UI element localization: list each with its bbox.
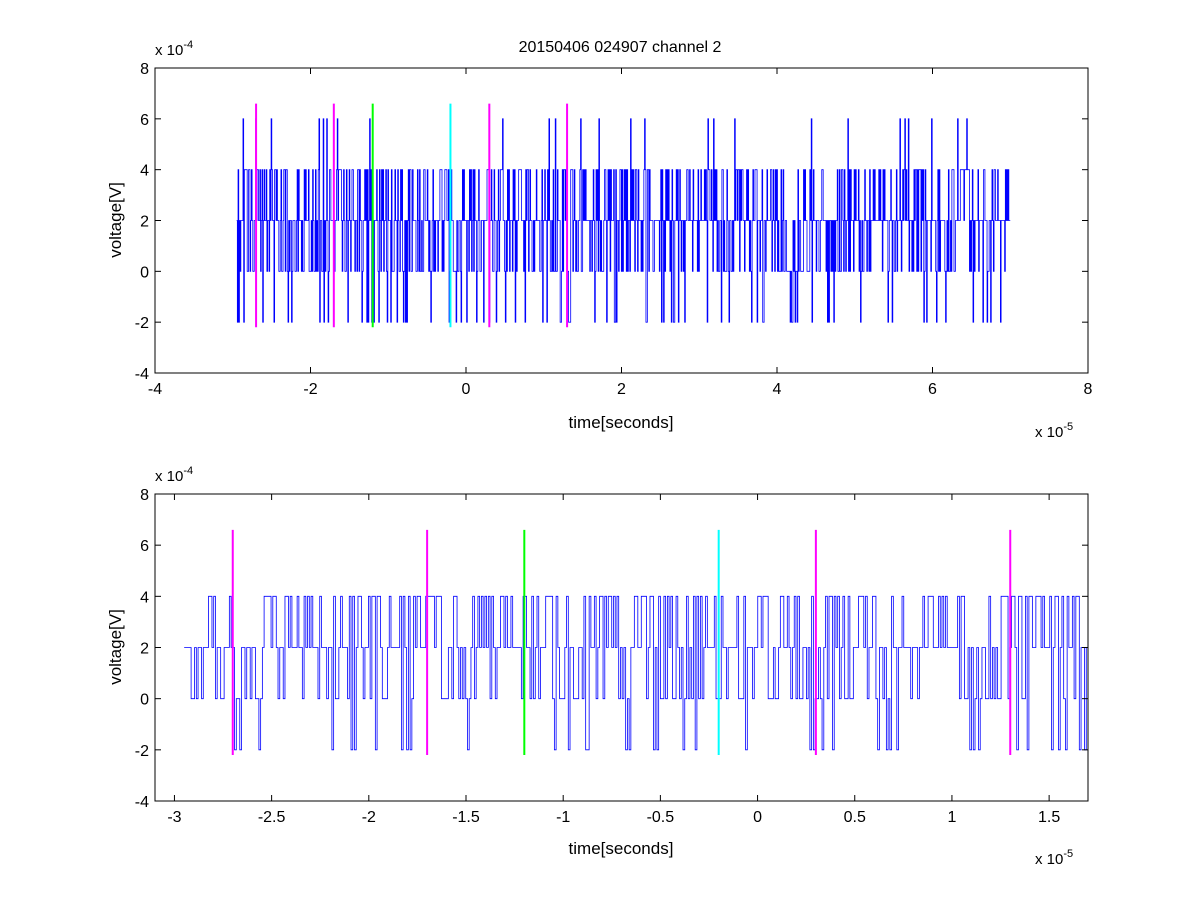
x-tick-label: 2: [617, 381, 626, 398]
x-tick-label: 0.5: [844, 809, 866, 826]
y-exponent-base-bottom: x 10: [155, 468, 183, 485]
y-tick-label: -4: [135, 794, 149, 811]
y-tick-label: -2: [135, 315, 149, 332]
x-ticks-top: -4 -2 0 2 4 6 8: [148, 68, 1093, 398]
x-tick-label: -0.5: [647, 809, 675, 826]
x-tick-label: -2.5: [258, 809, 286, 826]
x-ticks-bottom: -3 -2.5 -2 -1.5 -1 -0.5 0 0.5 1 1.5: [167, 494, 1060, 826]
x-tick-label: -1: [556, 809, 570, 826]
y-tick-label: 0: [140, 264, 149, 281]
x-exponent-label-top: x 10-5: [1035, 421, 1073, 441]
y-exponent-power-top: -4: [183, 39, 193, 51]
x-tick-label: -1.5: [452, 809, 480, 826]
x-exponent-power-top: -5: [1063, 421, 1073, 433]
y-tick-label: 8: [140, 61, 149, 78]
x-tick-label: -2: [303, 381, 317, 398]
figure-title: 20150406 024907 channel 2: [519, 39, 722, 56]
x-exponent-base-bottom: x 10: [1035, 851, 1063, 868]
y-tick-label: 8: [140, 487, 149, 504]
x-exponent-power-bottom: -5: [1063, 848, 1073, 860]
y-tick-label: 4: [140, 163, 149, 180]
x-tick-label: 1: [947, 809, 956, 826]
signal-trace: [184, 595, 1088, 751]
y-ticks-bottom: -4 -2 0 2 4 6 8: [135, 487, 1088, 811]
axes-bottom: -3 -2.5 -2 -1.5 -1 -0.5 0 0.5 1 1.5 -4 -2 0 2 4 6 8 x 1…: [106, 465, 1089, 868]
y-ticks-top: -4 -2 0 2 4 6 8: [135, 61, 1088, 383]
y-exponent-label-top: x 10-4: [155, 39, 193, 59]
y-exponent-power-bottom: -4: [183, 465, 193, 477]
y-tick-label: 6: [140, 538, 149, 555]
markers-bottom: [231, 529, 1012, 755]
x-tick-label: -2: [362, 809, 376, 826]
trace-top: [236, 118, 1011, 323]
x-axis-label-top: time[seconds]: [569, 413, 674, 432]
x-tick-label: 4: [773, 381, 782, 398]
y-tick-label: -4: [135, 366, 149, 383]
x-tick-label: 0: [462, 381, 471, 398]
x-exponent-label-bottom: x 10-5: [1035, 848, 1073, 868]
trace-bottom: [184, 595, 1088, 751]
x-exponent-base-top: x 10: [1035, 424, 1063, 441]
x-tick-label: -3: [167, 809, 181, 826]
y-exponent-label-bottom: x 10-4: [155, 465, 193, 485]
markers-top: [255, 103, 569, 328]
y-exponent-base-top: x 10: [155, 42, 183, 59]
x-tick-label: -4: [148, 381, 162, 398]
x-tick-label: 1.5: [1038, 809, 1060, 826]
y-tick-label: -2: [135, 743, 149, 760]
signal-trace: [236, 118, 1011, 323]
y-tick-label: 2: [140, 214, 149, 231]
y-tick-label: 4: [140, 589, 149, 606]
x-tick-label: 8: [1084, 381, 1093, 398]
y-tick-label: 2: [140, 641, 149, 658]
y-axis-label-top: voltage[V]: [106, 182, 125, 258]
y-axis-label-bottom: voltage[V]: [106, 609, 125, 685]
x-tick-label: 0: [753, 809, 762, 826]
y-tick-label: 6: [140, 112, 149, 129]
x-tick-label: 6: [928, 381, 937, 398]
x-axis-label-bottom: time[seconds]: [569, 839, 674, 858]
y-tick-label: 0: [140, 692, 149, 709]
